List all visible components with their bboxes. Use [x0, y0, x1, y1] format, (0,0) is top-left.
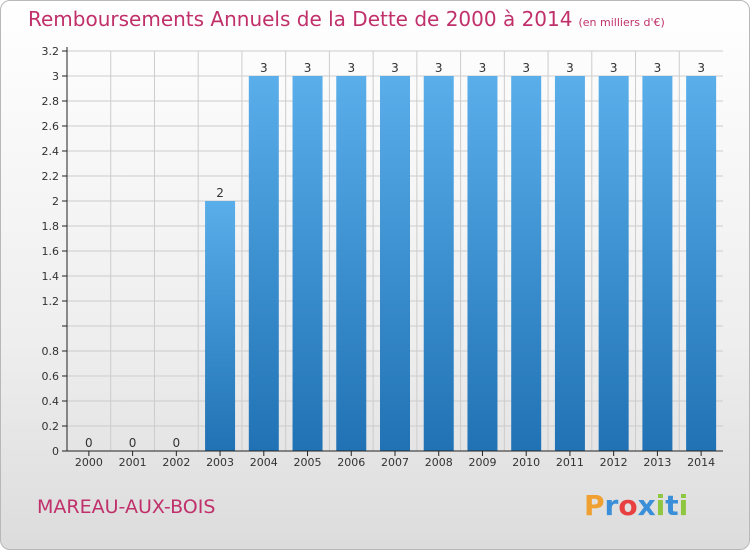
x-tick-label: 2002: [162, 456, 190, 469]
axes: [62, 47, 723, 456]
y-tick-label: 1.8: [42, 220, 60, 233]
value-label: 0: [173, 436, 181, 450]
bar-2012: [598, 76, 629, 451]
bar-2014: [686, 76, 717, 451]
x-tick-label: 2001: [119, 456, 147, 469]
value-label: 2: [216, 186, 224, 200]
x-tick-label: 2008: [425, 456, 453, 469]
bar-2007: [380, 76, 410, 451]
bar-2005: [292, 76, 323, 451]
y-tick-label: 2.2: [42, 170, 60, 183]
y-tick-label: 0: [52, 445, 59, 458]
labels: 0 0.2 0.4 0.6 0.8 1.2 1.4 1.6 1.8 2 2.2 2.4 2.6 2.8 3 3…: [42, 45, 716, 469]
logo-letter: r: [604, 489, 619, 522]
y-tick-label: 0.6: [42, 370, 60, 383]
x-tick-label: 2006: [337, 456, 365, 469]
x-tick-label: 2007: [381, 456, 409, 469]
value-label: 3: [304, 61, 312, 75]
x-tick-label: 2013: [643, 456, 671, 469]
y-tick-label: 1.6: [42, 245, 60, 258]
value-label: 3: [566, 61, 574, 75]
y-tick-label: 2.4: [42, 145, 60, 158]
value-label: 3: [260, 61, 268, 75]
y-tick-label: 1.2: [42, 295, 60, 308]
value-label: 3: [347, 61, 355, 75]
y-tick-label: 3.2: [42, 45, 60, 58]
bar-2009: [467, 76, 498, 451]
bar-2004: [248, 76, 279, 451]
y-tick-label: 3: [52, 70, 59, 83]
bar-2013: [642, 76, 673, 451]
x-tick-label: 2012: [600, 456, 628, 469]
y-tick-label: 2.6: [42, 120, 60, 133]
y-tick-label: 0.4: [42, 395, 60, 408]
value-label: 3: [522, 61, 530, 75]
bar-2011: [554, 76, 585, 451]
value-label: 3: [435, 61, 443, 75]
logo-letter: t: [665, 489, 679, 522]
value-label: 3: [610, 61, 618, 75]
x-tick-label: 2014: [687, 456, 715, 469]
bars: [205, 76, 717, 451]
x-tick-label: 2009: [468, 456, 496, 469]
x-tick-label: 2004: [250, 456, 278, 469]
y-tick-label: 1.4: [42, 270, 60, 283]
x-tick-label: 2005: [294, 456, 322, 469]
y-tick-label: 2.8: [42, 95, 60, 108]
value-label: 3: [654, 61, 662, 75]
x-tick-label: 2010: [512, 456, 540, 469]
y-tick-label: 0.8: [42, 345, 60, 358]
bar-2003: [205, 201, 236, 451]
value-label: 0: [85, 436, 93, 450]
chart-title: Remboursements Annuels de la Dette de 20…: [28, 7, 665, 31]
logo-letter: i: [678, 489, 689, 522]
x-tick-label: 2011: [556, 456, 584, 469]
x-tick-label: 2003: [206, 456, 234, 469]
commune-name: MAREAU-AUX-BOIS: [37, 496, 216, 518]
proxiti-logo: Proxiti: [584, 489, 688, 522]
logo-letter: P: [584, 489, 605, 522]
value-label: 3: [391, 61, 399, 75]
bar-2010: [511, 76, 542, 451]
value-label: 3: [479, 61, 487, 75]
logo-letter: i: [655, 489, 666, 522]
value-label: 0: [129, 436, 137, 450]
chart-title-text: Remboursements Annuels de la Dette de 20…: [28, 7, 573, 31]
logo-letter: o: [618, 489, 638, 522]
unit-note: (en milliers d'€): [578, 16, 665, 29]
logo-letter: x: [637, 489, 656, 522]
bar-2006: [336, 76, 367, 451]
y-tick-label: 2: [52, 195, 59, 208]
value-label: 3: [697, 61, 705, 75]
bar-2008: [423, 76, 454, 451]
y-tick-label: 0.2: [42, 420, 60, 433]
x-tick-label: 2000: [75, 456, 103, 469]
